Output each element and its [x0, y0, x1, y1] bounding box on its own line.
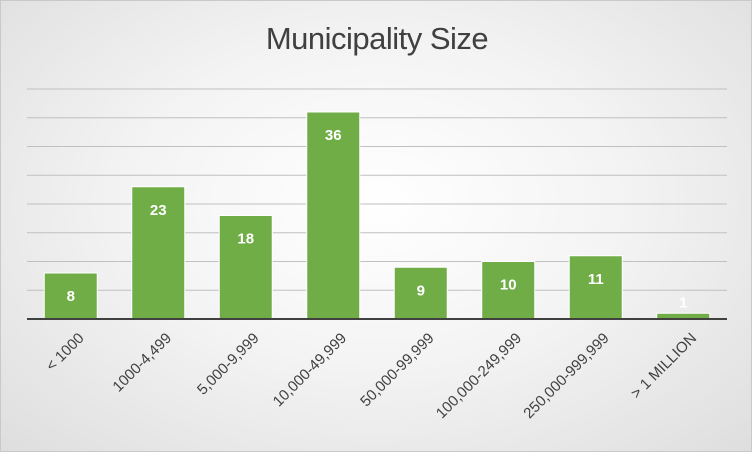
- data-label: 1: [679, 294, 687, 311]
- category-label: < 1000: [43, 330, 88, 375]
- bar: [568, 255, 623, 320]
- category-label: 100,000-249,999: [433, 330, 525, 422]
- bar: [481, 261, 536, 320]
- category-label: 10,000-49,999: [270, 330, 350, 410]
- chart-title: Municipality Size: [265, 21, 489, 56]
- data-label: 9: [417, 282, 425, 299]
- bar: [43, 272, 98, 320]
- category-label: 50,000-99,999: [357, 330, 437, 410]
- category-label: 1000-4,499: [109, 330, 175, 396]
- data-label: 18: [237, 231, 254, 248]
- data-label: 36: [325, 127, 342, 144]
- bar: [393, 266, 448, 320]
- bar: [218, 215, 273, 320]
- bar: [306, 111, 361, 320]
- category-label: 250,000-999,999: [520, 330, 612, 422]
- category-label: 5,000-9,999: [194, 330, 263, 399]
- data-label: 10: [500, 277, 517, 294]
- bar: [131, 186, 186, 320]
- data-label: 11: [588, 271, 604, 288]
- data-label: 8: [67, 288, 75, 305]
- category-label: > 1 MILLION: [628, 330, 700, 402]
- data-label: 23: [150, 202, 167, 219]
